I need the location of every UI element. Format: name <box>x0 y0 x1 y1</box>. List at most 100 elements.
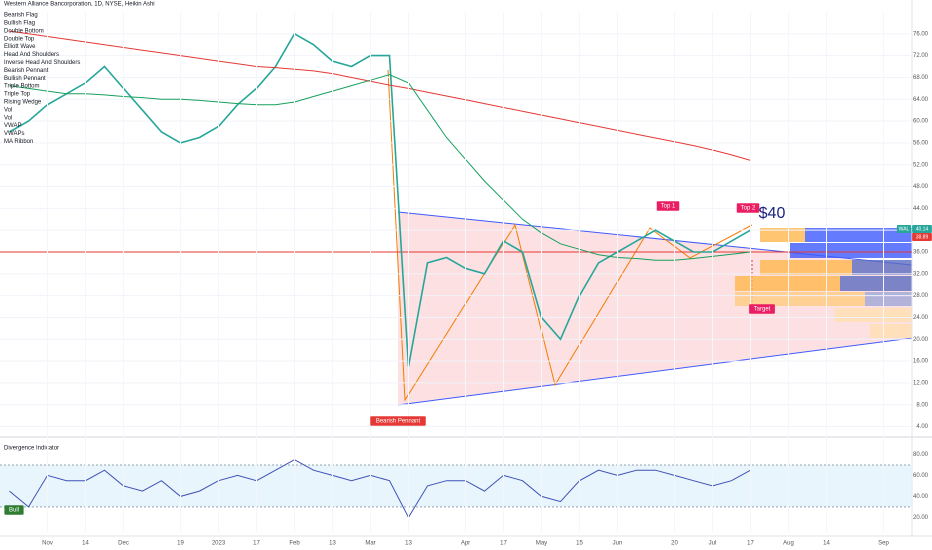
series-line <box>9 32 751 367</box>
y-tick-label: 20.00 <box>913 337 929 343</box>
annotation-box <box>370 416 426 426</box>
y-tick-label: 24.00 <box>913 315 929 321</box>
volume-profile <box>735 276 840 291</box>
x-tick-label: 17 <box>253 541 260 547</box>
y-tick-label: 64.00 <box>913 97 929 103</box>
series-line <box>9 459 751 519</box>
indicator-list-item: Bullish Pennant <box>4 76 46 82</box>
annotation: 40.14 <box>912 225 932 233</box>
indicator-list-item: Inverse Head And Shoulders <box>4 60 80 66</box>
annotation-box <box>4 505 24 515</box>
series-line <box>9 30 751 161</box>
x-tick-label: 13 <box>329 541 336 547</box>
x-tick-label: May <box>536 541 547 547</box>
volume-profile <box>865 292 912 306</box>
x-tick-label: Nov <box>42 541 53 547</box>
x-tick-label: Mar <box>365 541 375 547</box>
annotation-text: 40.14 <box>916 226 929 232</box>
annotation-text: WAL <box>899 226 910 232</box>
x-tick-label: Dec <box>118 541 129 547</box>
indicator-list-item: Vol <box>4 115 12 121</box>
indicator-list-item: Bullish Flag <box>4 20 35 26</box>
annotation: 38.89 <box>912 233 932 241</box>
x-tick-label: Jun <box>613 541 623 547</box>
y-tick-label: 52.00 <box>913 162 929 168</box>
y-tick-label: 4.00 <box>916 424 928 430</box>
y-tick-label: 80.00 <box>913 452 929 458</box>
volume-profile <box>852 260 912 275</box>
volume-profile <box>835 308 912 322</box>
volume-profile <box>840 276 912 291</box>
x-tick-label: Apr <box>461 541 470 547</box>
annotation-box <box>749 304 775 314</box>
y-tick-label: 8.00 <box>916 402 928 408</box>
x-tick-label: 17 <box>747 541 754 547</box>
indicator-list-item: Bearish Flag <box>4 13 38 19</box>
volume-profile <box>760 260 852 275</box>
y-tick-label: 60.00 <box>913 473 929 479</box>
x-tick-label: Jul <box>709 541 717 547</box>
annotation-box <box>736 203 760 213</box>
zigzag <box>387 69 753 402</box>
indicator-list-item: Triple Bottom <box>4 84 39 90</box>
x-tick-label: Feb <box>289 541 300 547</box>
series-line <box>9 74 751 261</box>
y-tick-label: 60.00 <box>913 119 929 125</box>
indicator-list-item: VWAPs <box>4 131 24 137</box>
x-tick-label: 14 <box>82 541 89 547</box>
y-tick-label: 68.00 <box>913 75 929 81</box>
annotation: Top 1 <box>656 201 680 211</box>
indicator-band <box>0 464 912 507</box>
x-tick-label: Sep <box>878 541 889 547</box>
annotation-box <box>912 233 932 241</box>
y-tick-label: 76.00 <box>913 31 929 37</box>
volume-profile <box>870 324 912 338</box>
y-tick-label: 44.00 <box>913 206 929 212</box>
volume-profile <box>735 292 865 306</box>
x-tick-label: 2023 <box>212 541 226 547</box>
y-tick-label: 16.00 <box>913 359 929 365</box>
indicator-list-item: Double Bottom <box>4 28 44 34</box>
annotation: $40 <box>759 205 786 222</box>
annotation-box <box>656 201 680 211</box>
volume-profile <box>805 228 912 242</box>
indicator-list-item: Triple Top <box>4 92 31 98</box>
indicator-title: Divergence Indicator <box>4 446 59 452</box>
annotation-text: 38.89 <box>916 234 929 240</box>
x-tick-label: 19 <box>177 541 184 547</box>
annotation: Bearish Pennant <box>370 416 426 426</box>
y-tick-label: 48.00 <box>913 184 929 190</box>
indicator-list-item: Double Top <box>4 36 35 42</box>
x-tick-label: 17 <box>500 541 507 547</box>
annotation: Target <box>749 304 775 314</box>
indicator-list-item: Head And Shoulders <box>4 52 59 58</box>
x-tick-label: 20 <box>671 541 678 547</box>
annotation-box <box>896 225 912 233</box>
y-tick-label: 12.00 <box>913 380 929 386</box>
annotation: Top 2 <box>736 203 760 213</box>
annotation-text: Bearish Pennant <box>376 419 421 425</box>
annotation-text: Target <box>754 307 771 313</box>
volume-profile <box>760 228 805 242</box>
annotation-text: Top 1 <box>661 204 676 210</box>
annotation-box <box>912 225 932 233</box>
annotation: Bull <box>4 505 24 515</box>
y-tick-label: 32.00 <box>913 271 929 277</box>
indicator-list-item: Bearish Pennant <box>4 68 49 74</box>
y-tick-label: 20.00 <box>913 515 929 521</box>
annotation: WAL <box>896 225 912 233</box>
plot-layer: 76.00 72.00 68.00 64.00 60.00 56.00 52.00 48.00… <box>0 12 932 547</box>
indicator-list-item: Rising Wedge <box>4 99 42 105</box>
indicator-list-item: Elliott Wave <box>4 44 36 50</box>
chart-title: Western Alliance Bancorporation, 1D, NYS… <box>4 2 155 8</box>
x-tick-label: 15 <box>576 541 583 547</box>
y-tick-label: 72.00 <box>913 53 929 59</box>
y-tick-label: 40.00 <box>913 494 929 500</box>
x-tick-label: 13 <box>405 541 412 547</box>
annotation-text: $40 <box>759 205 786 222</box>
indicator-list-item: Vol <box>4 107 12 113</box>
x-tick-label: Aug <box>783 541 794 547</box>
x-tick-label: 14 <box>823 541 830 547</box>
indicator-list-item: VWAP <box>4 123 21 129</box>
